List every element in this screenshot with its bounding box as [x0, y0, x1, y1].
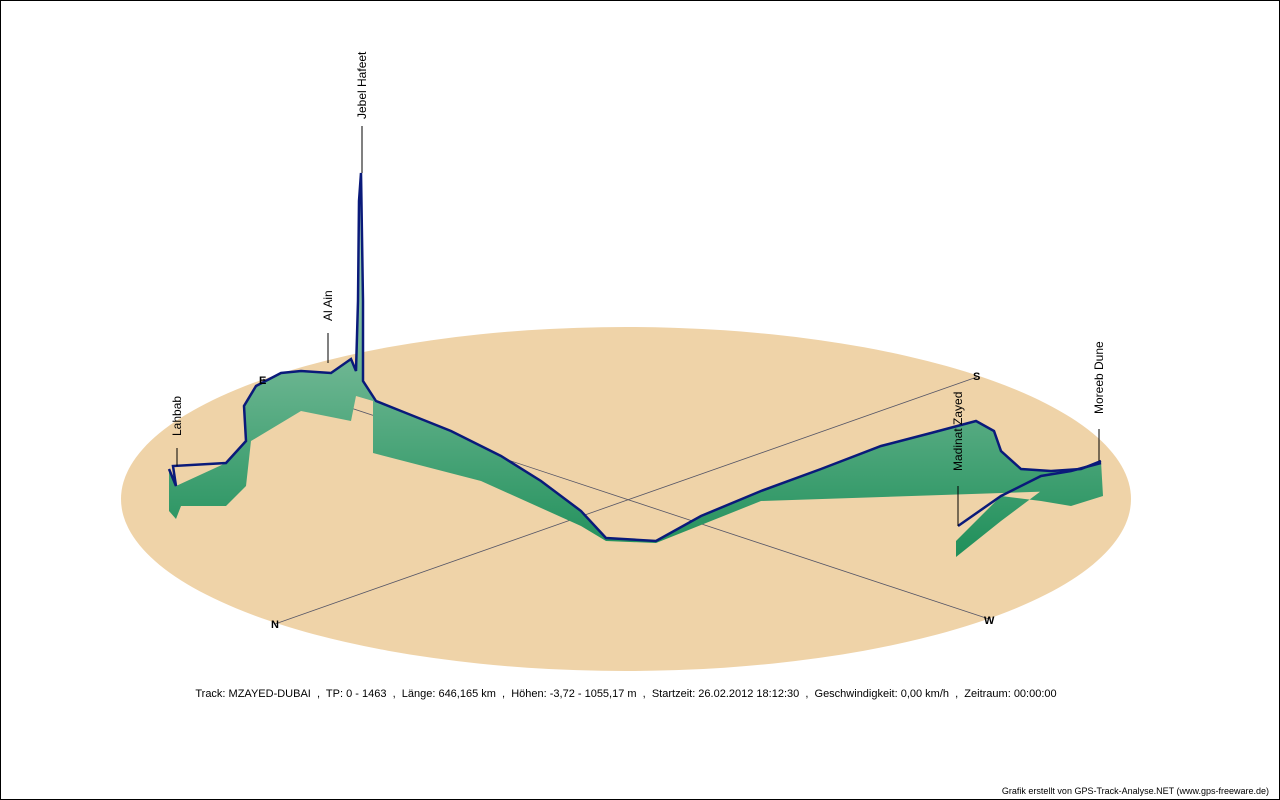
- compass-label: W: [984, 615, 995, 627]
- track-info: Track: MZAYED-DUBAI , TP: 0 - 1463 , Län…: [195, 688, 1056, 700]
- compass-label: N: [271, 619, 279, 631]
- place-label: Jebel Hafeet: [355, 51, 369, 119]
- credit: Grafik erstellt von GPS-Track-Analyse.NE…: [1002, 786, 1269, 796]
- profile-line: [167, 172, 1102, 543]
- compass-label: E: [259, 375, 266, 387]
- axis-ns: [274, 376, 978, 625]
- compass-label: S: [973, 371, 980, 383]
- place-markers: [176, 126, 1100, 526]
- place-label: Moreeb Dune: [1092, 341, 1106, 414]
- place-label: Al Ain: [321, 290, 335, 321]
- place-label: Madinat Zayed: [951, 392, 965, 471]
- profile-line: [957, 461, 1102, 528]
- place-label: Lahbab: [170, 396, 184, 436]
- profile-fill: [169, 173, 1103, 557]
